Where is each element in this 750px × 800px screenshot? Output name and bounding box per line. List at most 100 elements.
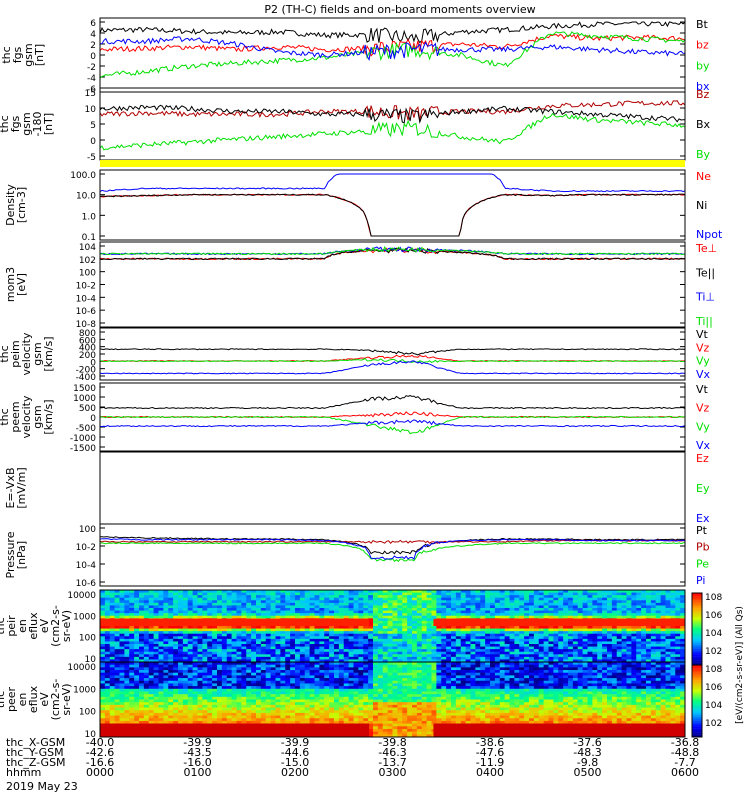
heat-cell — [451, 651, 457, 655]
heat-cell — [363, 649, 369, 653]
heat-cell — [153, 644, 159, 647]
heat-cell — [626, 644, 632, 647]
heat-cell — [416, 659, 423, 663]
heat-cell — [621, 592, 627, 596]
heat-cell — [109, 615, 116, 619]
heat-cell — [197, 605, 203, 609]
heat-cell — [597, 656, 603, 660]
heat-cell — [178, 656, 184, 660]
heat-cell — [334, 628, 340, 632]
heat-cell — [251, 633, 257, 637]
heat-cell — [368, 595, 374, 599]
heat-cell — [543, 615, 549, 619]
heat-cell — [680, 597, 686, 601]
heat-cell — [343, 608, 350, 611]
heat-cell — [173, 686, 179, 690]
heat-cell — [187, 702, 194, 706]
heat-cell — [641, 656, 647, 660]
heat-cell — [197, 626, 203, 629]
heat-cell — [104, 644, 111, 647]
heat-cell — [416, 615, 423, 619]
heat-cell — [377, 595, 384, 599]
heat-cell — [299, 633, 306, 637]
heat-cell — [460, 644, 467, 647]
heat-cell — [143, 628, 150, 632]
legend-Pe: Pe — [696, 557, 709, 570]
ylabel-line: eV — [38, 618, 51, 633]
heat-cell — [377, 641, 384, 645]
heat-cell — [646, 649, 652, 653]
heat-cell — [119, 707, 125, 711]
heat-cell — [212, 683, 218, 687]
heat-cell — [265, 662, 272, 666]
heat-cell — [168, 615, 174, 619]
heat-cell — [299, 686, 306, 690]
heat-cell — [397, 644, 403, 647]
heat-cell — [553, 613, 559, 617]
heat-cell — [182, 667, 189, 671]
heat-cell — [314, 636, 320, 640]
heat-cell — [524, 610, 530, 614]
heat-cell — [109, 710, 116, 714]
heat-cell — [148, 605, 155, 609]
heat-cell — [139, 613, 145, 617]
heat-cell — [270, 715, 276, 719]
heat-cell — [538, 613, 545, 617]
heat-cell — [129, 675, 135, 679]
heat-cell — [280, 659, 286, 663]
heat-cell — [241, 595, 247, 599]
heat-cell — [397, 659, 403, 663]
heat-cell — [343, 610, 350, 614]
heat-cell — [324, 615, 330, 619]
heat-cell — [514, 651, 520, 655]
heat-cell — [597, 636, 603, 640]
heat-cell — [256, 707, 262, 711]
heat-cell — [592, 651, 598, 655]
heat-cell — [158, 680, 164, 684]
heat-cell — [597, 602, 603, 606]
heat-cell — [299, 704, 306, 708]
legend-Ti⊥: Ti⊥ — [695, 291, 715, 304]
heat-cell — [490, 649, 496, 653]
heat-cell — [299, 649, 306, 653]
heat-cell — [173, 675, 179, 679]
heat-cell — [231, 595, 237, 599]
heat-cell — [631, 641, 637, 645]
heat-cell — [460, 597, 467, 601]
heat-cell — [543, 600, 549, 604]
ylabel-line: Density — [4, 184, 17, 226]
heat-cell — [265, 651, 272, 655]
ytick-label: -5 — [87, 153, 96, 163]
heat-cell — [626, 597, 632, 601]
heat-cell — [451, 602, 457, 606]
heat-cell — [475, 646, 481, 650]
heat-cell — [158, 664, 164, 668]
heat-cell — [650, 646, 657, 650]
heat-cell — [353, 615, 359, 619]
heat-cell — [314, 651, 320, 655]
heat-cell — [241, 638, 247, 642]
heat-cell — [256, 662, 262, 666]
heat-cell — [577, 595, 584, 599]
heat-cell — [582, 597, 588, 601]
heat-cell — [504, 636, 510, 640]
heat-cell — [343, 595, 350, 599]
heat-cell — [563, 605, 569, 609]
heat-cell — [109, 651, 116, 655]
heat-cell — [650, 656, 657, 660]
heat-cell — [353, 636, 359, 640]
heat-cell — [416, 646, 423, 650]
heat-cell — [256, 667, 262, 671]
heat-cell — [275, 683, 281, 687]
heat-cell — [265, 675, 272, 679]
heat-cell — [441, 651, 447, 655]
heat-cell — [270, 605, 276, 609]
heat-cell — [319, 628, 325, 632]
heat-cell — [343, 631, 350, 635]
heat-cell — [139, 615, 145, 619]
heat-cell — [104, 600, 111, 604]
heat-cell — [285, 678, 291, 682]
heat-cell — [338, 595, 345, 599]
heat-cell — [221, 631, 228, 635]
heat-cell — [455, 644, 462, 647]
